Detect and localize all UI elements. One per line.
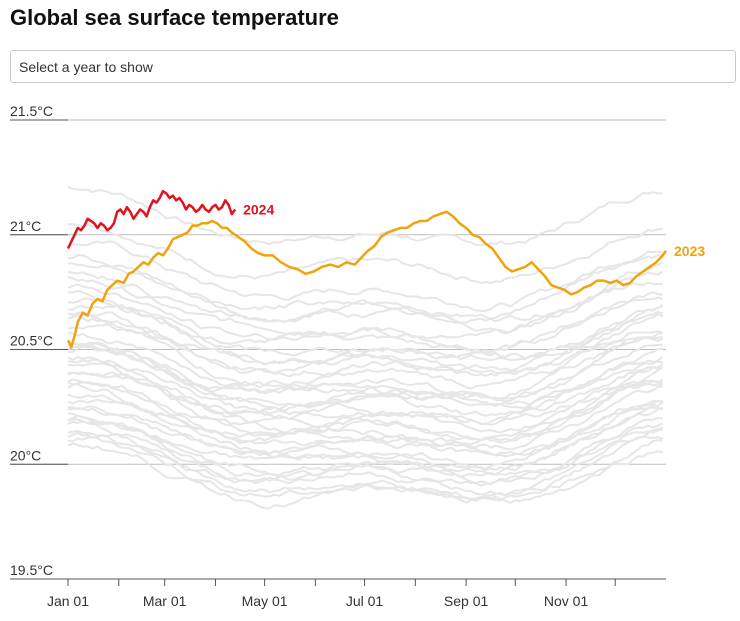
background-year-line [67, 253, 663, 324]
background-year-line [67, 355, 663, 417]
x-tick-label: Jan 01 [47, 593, 89, 609]
axis-layer: 21.5°C 21°C 20.5°C 20°C 19.5°C Jan 01 Mar 01 Ma… [10, 103, 666, 609]
series-end-label-2023: 2023 [674, 243, 705, 259]
background-year-line [67, 275, 663, 340]
background-year-line [67, 406, 664, 472]
background-year-line [67, 442, 663, 510]
y-tick-label: 20°C [10, 447, 41, 463]
highlighted-years-layer: 2023 2024 [66, 189, 705, 349]
background-year-line [67, 186, 663, 247]
x-tick-label: Mar 01 [143, 593, 187, 609]
background-year-line [67, 340, 663, 403]
x-tick-label: Nov 01 [544, 593, 589, 609]
background-year-line [67, 240, 663, 312]
background-year-line [67, 270, 664, 333]
background-year-line [67, 322, 663, 390]
year-select[interactable]: Select a year to show [10, 50, 736, 83]
background-year-line [67, 283, 664, 353]
background-year-line [67, 345, 664, 413]
x-tick-label: Jul 01 [346, 593, 384, 609]
y-tick-label: 21.5°C [10, 103, 53, 119]
series-end-label-2024: 2024 [243, 202, 274, 218]
background-year-line [67, 297, 664, 362]
background-year-line [67, 336, 664, 402]
y-tick-label: 19.5°C [10, 562, 53, 578]
series-line-2023[interactable] [66, 210, 668, 349]
y-tick-label: 21°C [10, 218, 41, 234]
background-year-line [67, 331, 663, 400]
background-years-layer [67, 186, 664, 510]
background-year-line [67, 310, 664, 372]
y-tick-label: 20.5°C [10, 333, 53, 349]
year-select-placeholder: Select a year to show [19, 58, 153, 75]
page-title: Global sea surface temperature [10, 5, 339, 30]
background-year-line [67, 362, 663, 426]
background-year-line [67, 378, 663, 444]
background-year-line [67, 358, 664, 426]
background-year-line [67, 393, 664, 457]
background-year-line [67, 420, 664, 487]
x-tick-label: May 01 [242, 593, 288, 609]
background-year-line [67, 418, 663, 478]
background-year-line [68, 405, 664, 476]
series-line-2024[interactable] [66, 189, 237, 250]
background-year-line [67, 431, 664, 502]
x-tick-label: Sep 01 [444, 593, 489, 609]
